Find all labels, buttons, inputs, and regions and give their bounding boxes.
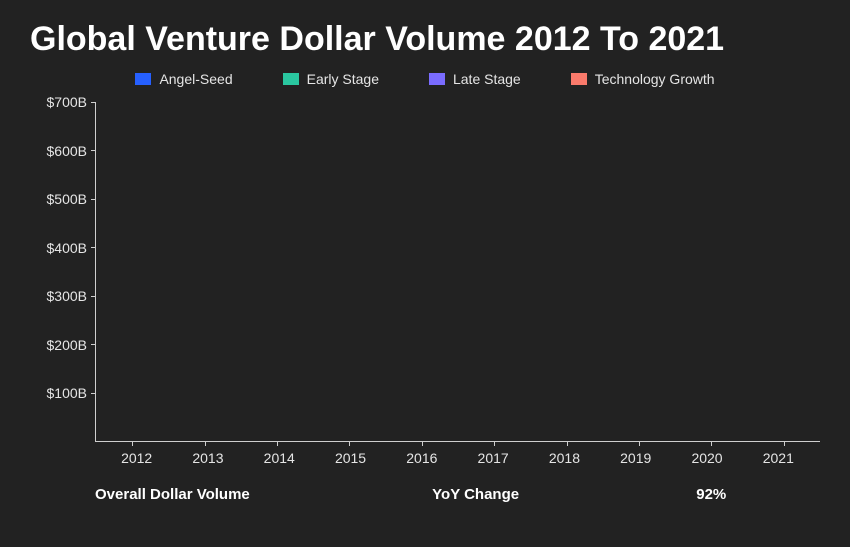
x-tick-mark: [132, 441, 133, 446]
x-tick-label: 2016: [398, 450, 446, 466]
footer-label-left: Overall Dollar Volume: [95, 486, 349, 503]
x-tick-mark: [349, 441, 350, 446]
legend-item-early-stage: Early Stage: [283, 71, 379, 87]
y-tick-mark: [91, 247, 96, 248]
x-tick-mark: [494, 441, 495, 446]
legend-label: Late Stage: [453, 71, 521, 87]
x-tick-label: 2018: [540, 450, 588, 466]
x-tick-mark: [205, 441, 206, 446]
x-tick-label: 2017: [469, 450, 517, 466]
x-tick-label: 2012: [113, 450, 161, 466]
x-tick-mark: [567, 441, 568, 446]
x-tick-mark: [784, 441, 785, 446]
legend: Angel-Seed Early Stage Late Stage Technolog…: [30, 71, 820, 87]
x-tick-label: 2013: [184, 450, 232, 466]
y-tick-label: $300B: [47, 288, 87, 304]
footer-row: Overall Dollar Volume YoY Change 92%: [95, 486, 820, 503]
legend-item-angel-seed: Angel-Seed: [135, 71, 232, 87]
legend-swatch: [283, 73, 299, 85]
legend-label: Early Stage: [307, 71, 379, 87]
footer-label-mid: YoY Change: [349, 486, 603, 503]
y-tick-mark: [91, 199, 96, 200]
x-tick-label: 2019: [612, 450, 660, 466]
x-tick-mark: [711, 441, 712, 446]
legend-item-tech-growth: Technology Growth: [571, 71, 715, 87]
y-tick-label: $100B: [47, 385, 87, 401]
y-tick-label: $600B: [47, 143, 87, 159]
legend-swatch: [571, 73, 587, 85]
legend-item-late-stage: Late Stage: [429, 71, 521, 87]
plot-area: [95, 102, 820, 442]
x-tick-mark: [422, 441, 423, 446]
legend-label: Technology Growth: [595, 71, 715, 87]
legend-swatch: [429, 73, 445, 85]
y-tick-mark: [91, 150, 96, 151]
y-axis: $100B$200B$300B$400B$500B$600B$700B: [30, 102, 95, 442]
x-tick-label: 2015: [327, 450, 375, 466]
y-tick-mark: [91, 102, 96, 103]
y-tick-mark: [91, 296, 96, 297]
x-tick-mark: [639, 441, 640, 446]
x-tick-label: 2014: [255, 450, 303, 466]
y-tick-label: $200B: [47, 337, 87, 353]
y-tick-label: $400B: [47, 240, 87, 256]
y-tick-label: $700B: [47, 94, 87, 110]
chart-title: Global Venture Dollar Volume 2012 To 202…: [30, 20, 820, 59]
legend-label: Angel-Seed: [159, 71, 232, 87]
legend-swatch: [135, 73, 151, 85]
y-tick-label: $500B: [47, 191, 87, 207]
y-tick-mark: [91, 344, 96, 345]
y-tick-mark: [91, 393, 96, 394]
footer-value: 92%: [603, 486, 821, 503]
chart-area: $100B$200B$300B$400B$500B$600B$700B: [30, 102, 820, 442]
bars-container: [96, 102, 820, 441]
x-tick-label: 2020: [683, 450, 731, 466]
x-tick-mark: [277, 441, 278, 446]
x-tick-label: 2021: [754, 450, 802, 466]
